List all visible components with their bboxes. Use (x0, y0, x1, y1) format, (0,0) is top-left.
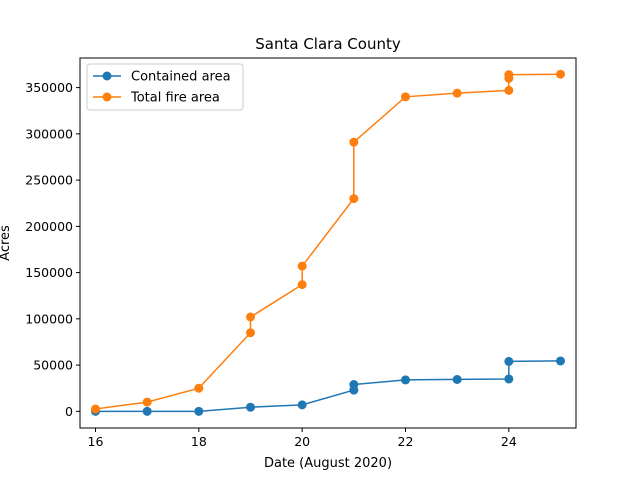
y-tick-label: 300000 (25, 126, 73, 141)
data-point (297, 400, 307, 410)
plot-frame (79, 57, 577, 429)
y-tick-label: 0 (65, 404, 73, 419)
legend: Contained area Total fire area (86, 63, 244, 111)
data-point (142, 406, 152, 416)
chart-title: Santa Clara County (255, 35, 401, 53)
legend-marker (102, 71, 112, 81)
x-tick-label: 20 (294, 434, 310, 449)
legend-frame (86, 63, 244, 111)
data-point (194, 383, 204, 393)
x-tick-label: 16 (88, 434, 104, 449)
data-point (297, 280, 307, 290)
data-point (401, 375, 410, 385)
data-point (349, 194, 359, 204)
x-tick-label: 18 (191, 434, 207, 449)
data-point (504, 85, 514, 95)
y-tick-label: 200000 (25, 219, 73, 234)
x-axis-title: Date (August 2020) (264, 456, 392, 471)
data-point (246, 402, 255, 412)
data-point (504, 356, 514, 366)
data-point (349, 380, 359, 390)
y-axis-title: Acres (0, 225, 13, 261)
data-point (246, 328, 255, 338)
x-tick-label: 24 (501, 434, 517, 449)
data-point (556, 356, 565, 366)
legend-marker (102, 92, 112, 102)
y-tick-label: 50000 (33, 358, 73, 373)
data-point (297, 261, 307, 271)
data-point (452, 374, 462, 384)
data-point (556, 69, 565, 79)
y-tick-label: 250000 (25, 173, 73, 188)
y-tick-label: 100000 (25, 311, 73, 326)
y-tick-label: 350000 (25, 80, 73, 95)
data-point (504, 70, 514, 80)
y-tick-label: 150000 (25, 265, 73, 280)
data-point (194, 406, 204, 416)
data-point (401, 92, 410, 102)
legend-label: Contained area (131, 70, 231, 85)
x-tick-label: 22 (398, 434, 414, 449)
data-point (246, 312, 255, 322)
data-point (91, 404, 100, 414)
data-point (452, 88, 462, 98)
legend-label: Total fire area (130, 91, 220, 106)
data-point (349, 137, 359, 147)
data-point (142, 397, 152, 407)
data-point (504, 374, 514, 384)
